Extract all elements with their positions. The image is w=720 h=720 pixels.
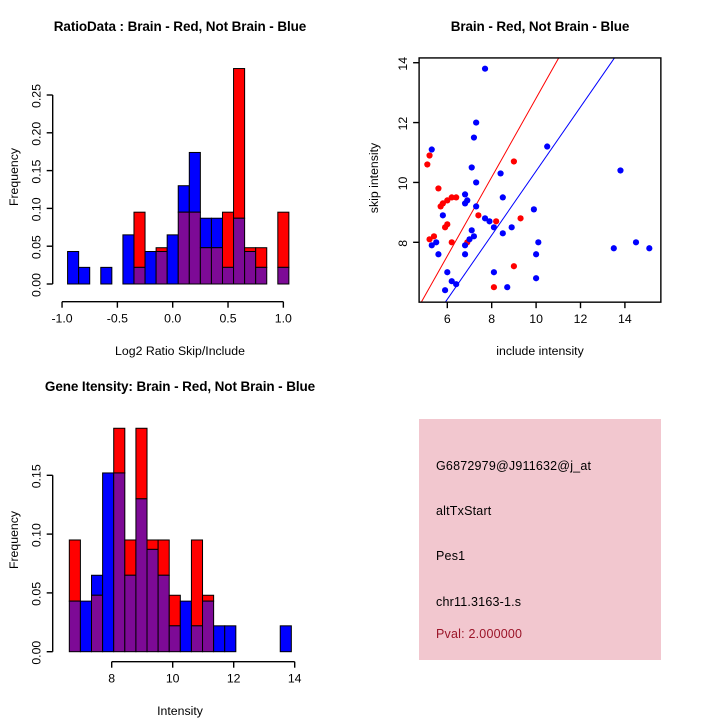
locus-text: chr11.3163-1.s: [436, 595, 522, 609]
gene-intensity-histogram-plot: 8 10 12 14 0.00 0.05 0.10 0.15: [30, 427, 302, 686]
svg-text:8: 8: [488, 312, 495, 326]
gene-histogram-y-axis-label: Frequency: [7, 510, 21, 570]
scatter-y-axis-label: skip intensity: [367, 142, 381, 214]
scatter-x-axis-label: include intensity: [496, 344, 584, 358]
svg-text:12: 12: [227, 672, 241, 686]
gene-info-box: G6872979@J911632@j_at altTxStart Pes1 ch…: [419, 419, 661, 660]
gene-histogram-x-axis-label: Intensity: [157, 704, 203, 718]
svg-text:0.10: 0.10: [30, 523, 44, 547]
gene-name-text: Pes1: [436, 549, 466, 563]
svg-text:8: 8: [108, 672, 115, 686]
panel-info-box: G6872979@J911632@j_at altTxStart Pes1 ch…: [360, 360, 720, 720]
event-type-text: altTxStart: [436, 504, 492, 518]
svg-text:0.15: 0.15: [30, 159, 44, 183]
svg-text:0.00: 0.00: [30, 273, 44, 297]
probe-id-text: G6872979@J911632@j_at: [436, 459, 592, 473]
ratio-histogram-x-axis-label: Log2 Ratio Skip/Include: [115, 344, 245, 358]
pval-text: Pval: 2.000000: [436, 627, 523, 641]
ratio-histogram-plot: -1.0 -0.5 0.0 0.5 1.0 0.00 0.05 0.10 0.15 0.20 0.2…: [30, 68, 292, 326]
gene-histogram-title: Gene Itensity: Brain - Red, Not Brain - …: [44, 379, 316, 394]
svg-text:10: 10: [396, 176, 410, 190]
ratio-histogram-title: RatioData : Brain - Red, Not Brain - Blu…: [53, 19, 307, 34]
svg-text:0.15: 0.15: [30, 464, 44, 488]
svg-text:12: 12: [396, 117, 410, 131]
ratio-histogram-y-axis-label: Frequency: [7, 147, 21, 207]
svg-text:0.10: 0.10: [30, 197, 44, 221]
svg-text:12: 12: [574, 312, 588, 326]
panel-intensity-scatter: Brain - Red, Not Brain - Blue 6 8 10 12 14 8 1…: [360, 0, 720, 360]
panel-ratio-histogram: RatioData : Brain - Red, Not Brain - Blu…: [0, 0, 360, 360]
svg-text:-1.0: -1.0: [51, 312, 72, 326]
svg-text:0.20: 0.20: [30, 122, 44, 146]
svg-text:0.0: 0.0: [164, 312, 181, 326]
svg-text:1.0: 1.0: [275, 312, 292, 326]
svg-text:0.00: 0.00: [30, 641, 44, 665]
intensity-scatter-plot: 6 8 10 12 14 8 10 12 14: [396, 57, 662, 326]
svg-text:14: 14: [618, 312, 632, 326]
svg-text:0.05: 0.05: [30, 235, 44, 259]
svg-text:8: 8: [396, 240, 410, 247]
svg-text:10: 10: [166, 672, 180, 686]
panel-gene-intensity-histogram: Gene Itensity: Brain - Red, Not Brain - …: [0, 360, 360, 720]
svg-text:14: 14: [288, 672, 302, 686]
svg-text:0.25: 0.25: [30, 84, 44, 108]
svg-text:0.5: 0.5: [219, 312, 236, 326]
svg-text:14: 14: [396, 57, 410, 71]
svg-text:-0.5: -0.5: [107, 312, 128, 326]
scatter-title: Brain - Red, Not Brain - Blue: [450, 19, 630, 34]
svg-text:6: 6: [444, 312, 451, 326]
svg-text:0.05: 0.05: [30, 582, 44, 606]
svg-text:10: 10: [529, 312, 543, 326]
